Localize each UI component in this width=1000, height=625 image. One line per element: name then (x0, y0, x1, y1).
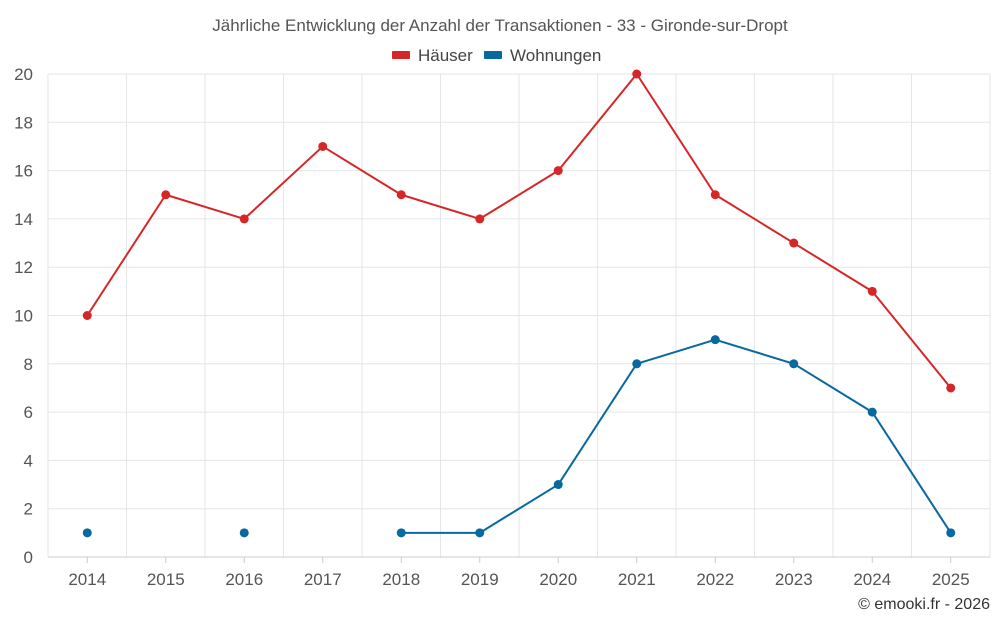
x-axis: 2014 2015 2016 2017 2018 2019 2020 2021 2022 2023… (68, 557, 970, 589)
y-tick-label: 10 (14, 307, 33, 326)
data-point[interactable] (396, 190, 406, 200)
x-tick-label: 2014 (68, 570, 106, 589)
y-tick-label: 2 (24, 500, 33, 519)
legend-swatch-apartments (484, 51, 502, 59)
y-tick-label: 8 (24, 355, 33, 374)
y-tick-label: 0 (24, 548, 33, 567)
data-point[interactable] (161, 190, 171, 200)
data-point[interactable] (789, 238, 799, 248)
data-point[interactable] (239, 528, 249, 538)
legend-label-houses[interactable]: Häuser (418, 46, 473, 65)
credit-text: © emooki.fr - 2026 (858, 596, 990, 613)
legend[interactable]: Häuser Wohnungen (392, 46, 601, 65)
data-point[interactable] (710, 335, 720, 345)
x-tick-label: 2025 (932, 570, 970, 589)
data-point[interactable] (82, 528, 92, 538)
x-tick-label: 2021 (618, 570, 656, 589)
data-point[interactable] (318, 141, 328, 151)
x-tick-label: 2024 (853, 570, 891, 589)
legend-swatch-houses (392, 51, 410, 59)
data-point[interactable] (632, 359, 642, 369)
y-tick-label: 14 (14, 210, 33, 229)
y-tick-label: 16 (14, 162, 33, 181)
chart-title: Jährliche Entwicklung der Anzahl der Tra… (212, 16, 788, 35)
data-point[interactable] (553, 480, 563, 490)
data-point[interactable] (475, 528, 485, 538)
y-tick-label: 20 (14, 65, 33, 84)
series-layer (82, 69, 956, 538)
series-line (86, 73, 952, 389)
x-tick-label: 2017 (304, 570, 342, 589)
data-point[interactable] (789, 359, 799, 369)
data-point[interactable] (82, 311, 92, 320)
data-point[interactable] (867, 407, 877, 417)
data-point[interactable] (867, 286, 877, 296)
series-line (401, 338, 952, 534)
x-tick-label: 2019 (461, 570, 499, 589)
x-tick-label: 2022 (696, 570, 734, 589)
legend-label-apartments[interactable]: Wohnungen (510, 46, 601, 65)
y-tick-label: 18 (14, 113, 33, 132)
x-tick-label: 2023 (775, 570, 813, 589)
data-point[interactable] (710, 190, 720, 200)
data-point[interactable] (475, 214, 485, 224)
y-tick-label: 12 (14, 258, 33, 277)
series-1 (82, 335, 956, 538)
x-tick-label: 2018 (382, 570, 420, 589)
series-0 (82, 69, 956, 393)
data-point[interactable] (239, 214, 249, 224)
y-axis: 0 2 4 6 8 10 12 14 16 18 20 (14, 65, 33, 567)
data-point[interactable] (396, 528, 406, 538)
x-tick-label: 2015 (147, 570, 185, 589)
x-tick-label: 2016 (225, 570, 263, 589)
data-point[interactable] (946, 528, 956, 538)
data-point[interactable] (632, 69, 642, 79)
y-tick-label: 6 (24, 403, 33, 422)
grid (47, 73, 991, 558)
y-tick-label: 4 (24, 451, 33, 470)
data-point[interactable] (946, 383, 956, 393)
x-tick-label: 2020 (539, 570, 577, 589)
data-point[interactable] (553, 166, 563, 176)
